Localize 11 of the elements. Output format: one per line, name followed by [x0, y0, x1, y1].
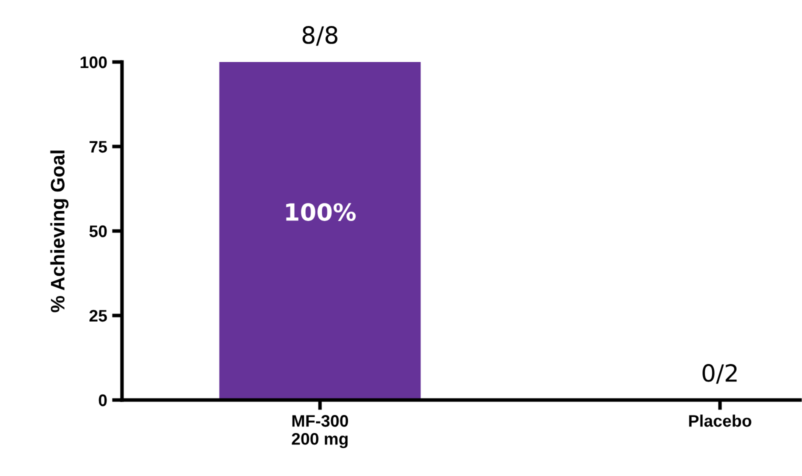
x-tick-label: MF-300 200 mg	[292, 415, 348, 448]
y-tick-label: 25	[89, 310, 107, 322]
annotation: 8/8	[302, 26, 338, 46]
y-tick-label: 100	[80, 56, 107, 68]
x-tick-label: Placebo	[689, 414, 752, 427]
y-axis-title: % Achieving Goal	[50, 150, 68, 312]
data-label: 100%	[286, 203, 356, 221]
y-tick-label: 75	[90, 141, 107, 153]
annotation: 0/2	[702, 364, 737, 384]
y-tick-label: 0	[98, 394, 107, 406]
y-tick-label: 50	[89, 225, 107, 238]
